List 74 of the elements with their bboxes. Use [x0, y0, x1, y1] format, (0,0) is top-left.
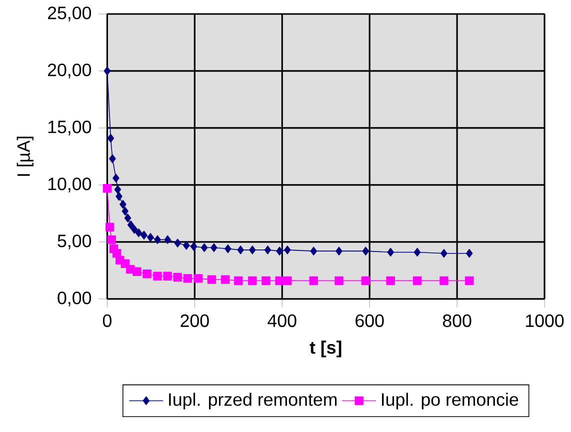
- point: [163, 272, 172, 281]
- point: [276, 246, 283, 256]
- point: [207, 275, 216, 284]
- point: [116, 192, 122, 201]
- point: [362, 246, 370, 256]
- legend-label: Iupl. po remoncie: [382, 392, 518, 410]
- point: [224, 244, 232, 254]
- x-tick-label: 0: [102, 314, 112, 328]
- point: [414, 248, 421, 257]
- x-tick-label: 1000: [526, 314, 564, 328]
- point: [114, 185, 122, 194]
- point: [109, 154, 116, 164]
- x-tick-label: 400: [268, 314, 296, 328]
- point: [248, 276, 257, 286]
- point: [107, 134, 114, 143]
- point: [249, 246, 256, 255]
- point: [142, 270, 152, 278]
- point: [387, 248, 394, 257]
- y-tick-label: 5,00: [58, 234, 92, 250]
- point: [173, 273, 182, 282]
- point: [194, 274, 203, 284]
- point: [102, 184, 112, 193]
- point: [127, 220, 134, 230]
- y-tick-label: 10,00: [48, 178, 92, 193]
- point: [153, 272, 162, 281]
- point: [336, 246, 342, 256]
- point: [200, 244, 208, 252]
- point: [147, 233, 154, 242]
- point: [120, 200, 126, 209]
- point: [264, 246, 272, 255]
- point: [361, 276, 370, 286]
- point: [275, 276, 284, 286]
- point: [386, 276, 395, 286]
- point: [262, 276, 270, 286]
- point: [112, 174, 120, 183]
- point: [132, 267, 142, 276]
- point: [135, 228, 142, 238]
- point: [234, 276, 243, 286]
- point: [220, 275, 230, 284]
- point: [283, 276, 292, 286]
- y-tick-label: 15,00: [48, 120, 92, 136]
- point: [440, 249, 448, 258]
- point: [190, 242, 198, 252]
- point: [284, 246, 291, 255]
- point: [183, 274, 192, 284]
- x-axis-title: t [s]: [310, 340, 342, 358]
- y-tick-label: 20,00: [48, 64, 92, 79]
- y-tick-label: 0,00: [58, 292, 92, 307]
- point: [310, 246, 317, 256]
- point: [154, 236, 161, 244]
- point: [237, 246, 244, 255]
- point: [440, 276, 448, 286]
- point: [140, 230, 148, 240]
- x-tick-label: 600: [356, 314, 384, 328]
- point: [107, 236, 116, 244]
- point: [130, 225, 138, 234]
- point: [174, 238, 181, 248]
- x-tick-label: 200: [180, 314, 209, 328]
- y-tick-label: 25,00: [48, 6, 92, 22]
- point: [105, 222, 114, 232]
- point: [412, 276, 422, 286]
- x-tick-label: 800: [442, 314, 472, 328]
- point: [182, 241, 190, 250]
- point: [164, 236, 171, 244]
- point: [124, 214, 132, 223]
- point: [122, 207, 129, 216]
- legend-label: Iupl. przed remontem: [169, 392, 337, 410]
- point: [334, 276, 344, 286]
- y-axis-title: I [µA]: [16, 136, 34, 176]
- point: [210, 244, 218, 252]
- point: [309, 276, 318, 286]
- point: [466, 249, 473, 258]
- point: [104, 66, 111, 76]
- point: [464, 276, 474, 286]
